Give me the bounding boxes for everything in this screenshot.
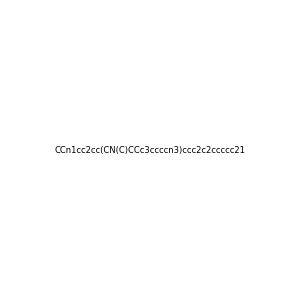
Text: CCn1cc2cc(CN(C)CCc3ccccn3)ccc2c2ccccc21: CCn1cc2cc(CN(C)CCc3ccccn3)ccc2c2ccccc21 [55,146,245,154]
